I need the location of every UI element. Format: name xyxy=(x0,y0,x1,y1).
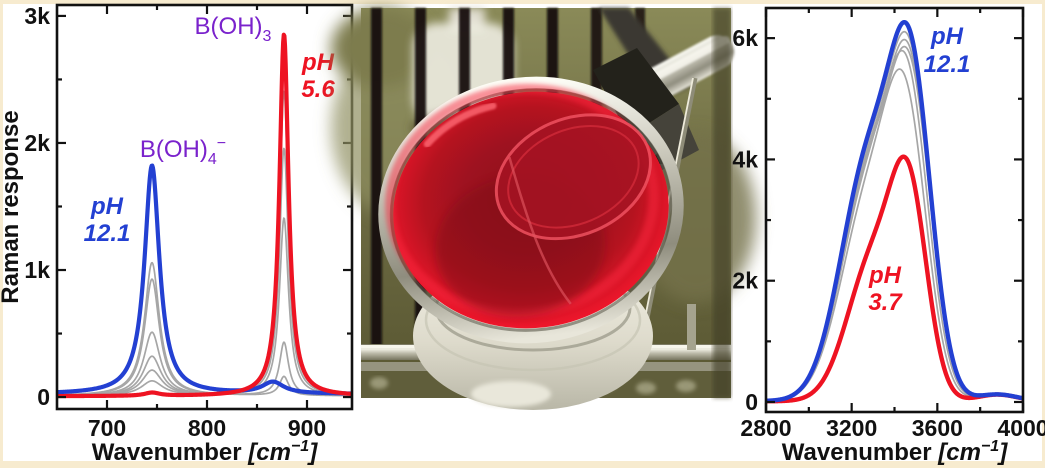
y-tick-label: 0 xyxy=(37,384,50,410)
y-tick-label: 0 xyxy=(745,389,758,415)
annotation-left-2: B(OH)4− xyxy=(140,135,226,168)
red-solution-photo xyxy=(331,8,756,410)
x-tick-label: 3600 xyxy=(912,415,963,441)
series-intermediate-ph-2 xyxy=(766,38,1023,402)
y-tick-label: 4k xyxy=(732,146,758,172)
annotation-left-1: 5.6 xyxy=(301,76,335,103)
y-axis-title: Raman response xyxy=(0,110,24,303)
x-axis-title: Wavenumber [cm−1] xyxy=(92,438,318,466)
y-tick-label: 2k xyxy=(24,130,50,156)
y-tick-label: 2k xyxy=(732,268,758,294)
series-intermediate-ph-4 xyxy=(57,147,352,397)
vessel-chrome-rim xyxy=(378,76,684,344)
annotation-right-0: pH xyxy=(930,23,964,50)
annotation-left-3: pH xyxy=(90,193,124,220)
x-tick-label: 4000 xyxy=(997,415,1045,441)
annotation-left-3: 12.1 xyxy=(84,220,131,247)
x-tick-label: 3200 xyxy=(826,415,877,441)
series-intermediate-ph-1 xyxy=(766,30,1023,402)
left-raman-spectrum-chart: 700 800 900 0 1k 2k 3k Wavenumber [cm−1] Raman r… xyxy=(0,3,354,466)
axes-frame xyxy=(764,6,1025,414)
annotation-right-1: 3.7 xyxy=(868,289,903,316)
series-intermediate-ph-5 xyxy=(766,68,1023,402)
glass-disc-reflection xyxy=(494,113,652,241)
x-tick-label: 800 xyxy=(188,415,226,441)
plot-area xyxy=(57,32,352,399)
series-intermediate-ph-4 xyxy=(766,49,1023,402)
x-tick-label: 2800 xyxy=(740,415,791,441)
x-axis-title: Wavenumber [cm−1] xyxy=(782,438,1008,466)
photo-right-vignette xyxy=(713,8,731,398)
annotation-left-0: B(OH)3 xyxy=(195,13,272,45)
series-intermediate-ph-3 xyxy=(766,45,1023,402)
red-solution-vessel xyxy=(378,76,684,344)
annotation-right-0: 12.1 xyxy=(924,51,971,78)
series-ph-12.1 xyxy=(57,163,352,396)
series-ph-5.6 xyxy=(57,32,352,399)
y-tick-label: 6k xyxy=(732,25,758,51)
annotation-right-1: pH xyxy=(868,262,902,289)
plot-area xyxy=(766,19,1023,404)
x-tick-label: 900 xyxy=(288,415,326,441)
annotation-left-1: pH xyxy=(301,49,335,76)
x-tick-label: 700 xyxy=(88,415,126,441)
y-tick-label: 3k xyxy=(24,3,50,29)
series-ph-12.1 xyxy=(766,19,1023,403)
y-tick-label: 1k xyxy=(24,257,50,283)
right-raman-spectrum-chart: 2800 3200 3600 4000 0 2k 4k 6k Wavenumber [cm−1]… xyxy=(732,6,1045,466)
